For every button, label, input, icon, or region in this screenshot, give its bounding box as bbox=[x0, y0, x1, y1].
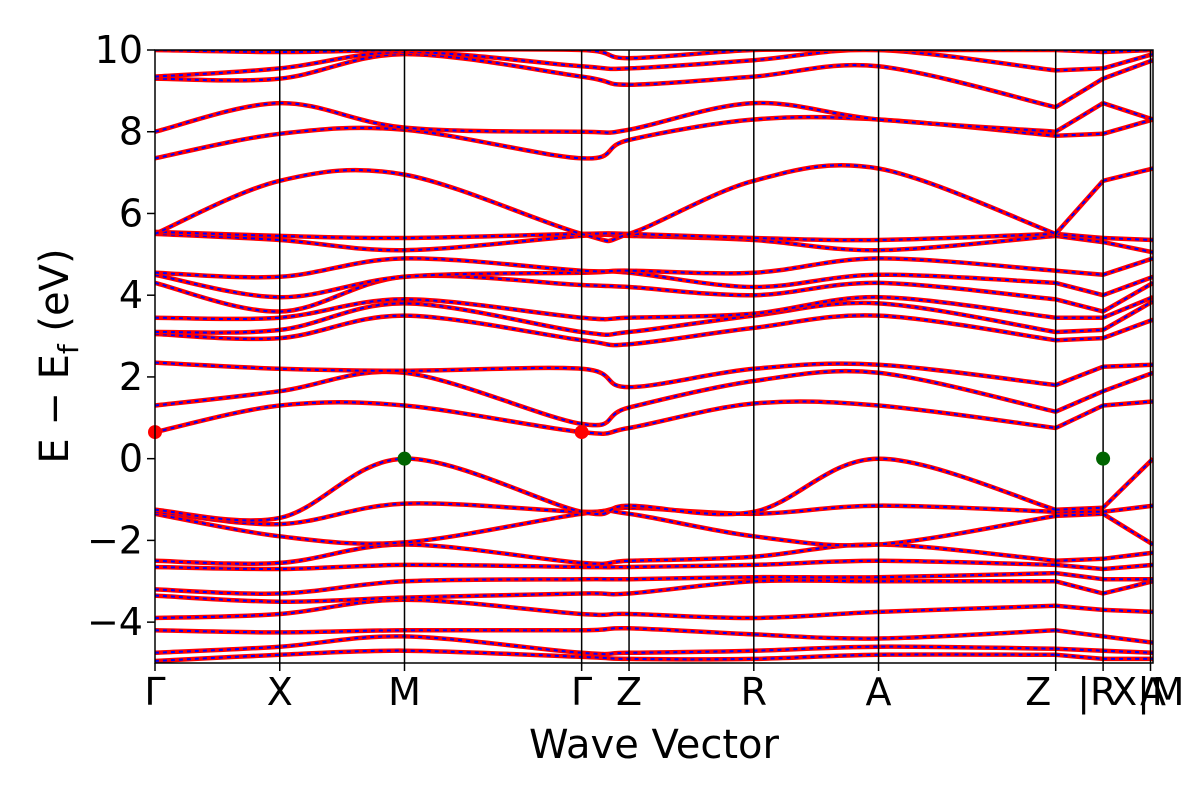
band-12-seg-0-dashed bbox=[155, 370, 1056, 427]
band-17-seg-0-dashed bbox=[155, 274, 1056, 313]
band-13-seg-1-dashed bbox=[1055, 365, 1104, 387]
band-22-seg-0-solid bbox=[155, 162, 1057, 244]
band-23-seg-1-dashed bbox=[1055, 132, 1104, 137]
band-10-seg-1-dashed bbox=[1055, 506, 1104, 511]
x-tick-label-6: A bbox=[866, 670, 892, 714]
band-27-seg-2-dashed bbox=[1103, 50, 1153, 53]
band-3-seg-2-dashed bbox=[1103, 608, 1153, 613]
band-11-seg-2-dashed bbox=[1103, 400, 1153, 407]
x-tick-label-4: Z bbox=[616, 670, 642, 714]
band-3-seg-1-dashed bbox=[1055, 604, 1104, 611]
y-tick-label-3: 2 bbox=[119, 355, 143, 399]
band-1-seg-2-dashed bbox=[1103, 649, 1153, 654]
band-7-seg-1-dashed bbox=[1055, 557, 1104, 562]
band-10-seg-2-dashed bbox=[1102, 457, 1153, 509]
extremum-marker-3 bbox=[1096, 451, 1111, 466]
y-tick-label-5: 6 bbox=[119, 191, 143, 235]
band-12-seg-1-dashed bbox=[1055, 390, 1104, 413]
band-14-seg-1-dashed bbox=[1055, 337, 1104, 342]
band-24-seg-1-dashed bbox=[1055, 102, 1104, 133]
x-tick-label-2: M bbox=[388, 670, 421, 714]
band-1-seg-1-dashed bbox=[1055, 647, 1104, 652]
y-axis-title-sub: f bbox=[52, 343, 85, 354]
y-tick-label-6: 8 bbox=[119, 110, 143, 154]
y-tick-label-0: −4 bbox=[87, 600, 143, 644]
y-axis-title-unit: (eV) bbox=[32, 248, 78, 344]
x-tick-label-5: R bbox=[741, 670, 767, 714]
band-6-seg-2-dashed bbox=[1103, 563, 1153, 570]
x-axis-ticks: Γ X M Γ Z R A Z |RX| MA bbox=[144, 663, 1184, 715]
extremum-marker-1 bbox=[574, 425, 589, 440]
band-2-seg-2-dashed bbox=[1102, 635, 1153, 644]
extrema-markers bbox=[148, 425, 1111, 466]
y-axis-title-main: E − E bbox=[32, 354, 78, 464]
band-15-seg-2-dashed bbox=[1102, 300, 1153, 331]
band-26-seg-1-dashed bbox=[1055, 67, 1104, 72]
band-9-seg-2-dashed bbox=[1102, 504, 1153, 513]
band-11-seg-1-dashed bbox=[1055, 404, 1104, 429]
band-22-seg-1-dashed bbox=[1054, 180, 1104, 235]
y-tick-label-2: 0 bbox=[119, 437, 143, 481]
band-25-seg-0-solid bbox=[155, 51, 1057, 110]
band-19-seg-1-dashed bbox=[1055, 269, 1104, 276]
band-24-seg-0-solid bbox=[155, 100, 1056, 135]
y-axis-title: E − Ef (eV) bbox=[32, 248, 85, 463]
x-axis-title: Wave Vector bbox=[529, 722, 780, 768]
band-5-seg-1-dashed bbox=[1055, 572, 1104, 581]
x-tick-label-7: Z bbox=[1025, 670, 1051, 714]
bands-layer bbox=[155, 50, 1153, 663]
y-axis-ticks: −4 −2 0 2 4 6 8 10 bbox=[87, 28, 155, 644]
band-10-seg-0-solid bbox=[155, 456, 1057, 523]
band-7-seg-2-dashed bbox=[1102, 551, 1153, 560]
y-tick-label-1: −2 bbox=[87, 518, 143, 562]
x-tick-label-3: Γ bbox=[571, 670, 592, 714]
y-tick-label-4: 4 bbox=[119, 273, 143, 317]
band-26-seg-0-solid bbox=[155, 50, 1056, 79]
band-16-seg-0-dashed bbox=[155, 296, 1056, 321]
band-17-seg-1-dashed bbox=[1055, 298, 1104, 313]
x-tick-label-1: X bbox=[267, 670, 293, 714]
band-0-seg-1-dashed bbox=[1055, 653, 1104, 660]
band-4-seg-1-dashed bbox=[1055, 580, 1104, 595]
band-13-seg-2-dashed bbox=[1103, 363, 1153, 368]
band-8-seg-1-dashed bbox=[1055, 512, 1104, 517]
band-6-seg-1-dashed bbox=[1055, 563, 1104, 570]
band-27-seg-0-solid bbox=[155, 50, 1056, 61]
x-tick-label-8: |R bbox=[1077, 670, 1116, 715]
y-tick-label-7: 10 bbox=[95, 28, 143, 72]
high-symmetry-lines bbox=[279, 50, 1152, 663]
band-17-seg-2-dashed bbox=[1102, 282, 1153, 313]
x-tick-label-10: M bbox=[1152, 670, 1185, 714]
band-8-seg-2-dashed bbox=[1102, 512, 1153, 546]
band-7-seg-0-dashed bbox=[155, 543, 1056, 565]
band-20-seg-2-dashed bbox=[1102, 241, 1153, 254]
x-tick-label-9: X| bbox=[1111, 670, 1150, 715]
x-tick-label-0: Γ bbox=[144, 670, 165, 714]
extremum-marker-2 bbox=[397, 451, 412, 466]
x-tick-label-11: A bbox=[1140, 670, 1166, 714]
band-24-seg-0-dashed bbox=[155, 101, 1056, 134]
band-2-seg-1-dashed bbox=[1055, 629, 1104, 638]
band-25-seg-1-dashed bbox=[1055, 77, 1104, 109]
plot-frame bbox=[154, 49, 1154, 664]
band-15-seg-1-dashed bbox=[1055, 328, 1104, 333]
band-11-seg-0-solid bbox=[155, 399, 1056, 437]
band-18-seg-1-dashed bbox=[1055, 281, 1104, 297]
band-21-seg-2-dashed bbox=[1103, 237, 1153, 241]
